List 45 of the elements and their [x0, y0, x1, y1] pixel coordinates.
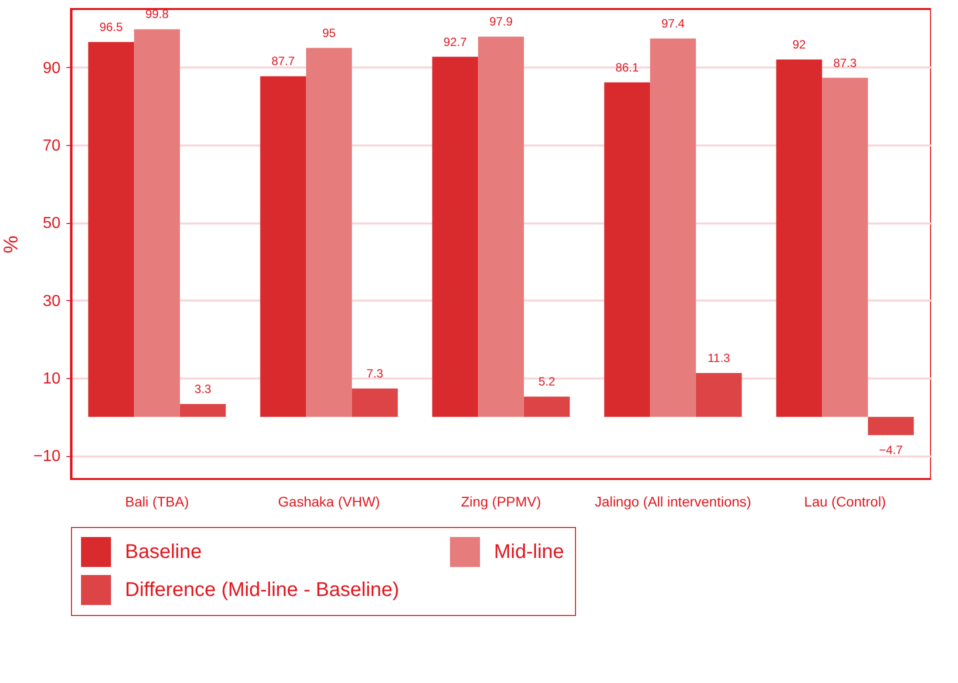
x-tick-label: Zing (PPMV) — [460, 494, 542, 510]
data-label: 87.3 — [833, 56, 857, 70]
bar — [822, 78, 868, 417]
bar — [306, 48, 352, 417]
legend-label: Baseline — [125, 541, 202, 563]
data-label: 5.2 — [538, 374, 556, 389]
x-tick-label: Lau (Control) — [804, 494, 886, 510]
data-label: 95 — [322, 26, 336, 40]
x-tick-label: Jalingo (All interventions) — [594, 494, 752, 510]
bar — [696, 372, 742, 417]
y-axis-title: % — [0, 235, 22, 254]
data-label: 97.9 — [489, 14, 513, 29]
bar — [180, 404, 226, 417]
data-label: 87.7 — [271, 54, 296, 68]
bar — [260, 76, 306, 417]
bar — [134, 29, 180, 417]
y-tick-label: −10 — [33, 448, 61, 466]
y-tick-label: 50 — [42, 215, 61, 232]
y-tick-label: 70 — [42, 137, 61, 154]
legend-label: Difference (Mid-line - Baseline) — [125, 579, 400, 601]
bar — [524, 396, 570, 417]
bar — [478, 36, 524, 417]
data-label: 96.5 — [99, 20, 124, 34]
data-label: 99.8 — [145, 7, 169, 22]
data-label: 11.3 — [708, 350, 730, 365]
data-label: 97.4 — [661, 16, 685, 31]
data-label: 7.3 — [366, 366, 384, 380]
y-tick-label: 10 — [42, 370, 61, 388]
bar — [868, 416, 914, 436]
data-label: 86.1 — [615, 60, 640, 74]
bar — [432, 56, 478, 417]
legend-label: Mid-line — [494, 541, 564, 563]
x-tick-label: Bali (TBA) — [125, 494, 189, 510]
y-tick-label: 90 — [42, 60, 61, 77]
data-label: 92.7 — [443, 34, 468, 49]
bar — [776, 59, 822, 417]
data-label: 92 — [792, 37, 806, 52]
data-label: −4.7 — [879, 443, 904, 458]
bar — [604, 82, 650, 417]
bar — [88, 42, 134, 417]
bar — [650, 38, 696, 417]
bar — [352, 388, 398, 417]
y-tick-label: 30 — [42, 292, 61, 310]
x-tick-label: Gashaka (VHW) — [278, 494, 380, 510]
data-label: 3.3 — [194, 382, 212, 396]
